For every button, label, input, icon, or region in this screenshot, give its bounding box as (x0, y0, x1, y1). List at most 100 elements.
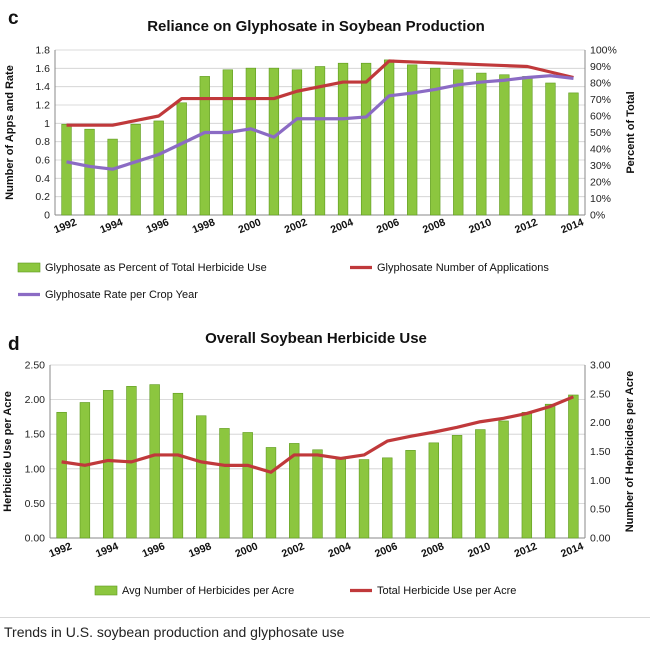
bar (56, 411, 67, 539)
bar (544, 403, 556, 539)
bar (219, 428, 230, 539)
bar (79, 402, 91, 539)
y2-tick-label: 2.50 (590, 388, 611, 400)
x-tick-label: 1994 (98, 216, 124, 236)
figure-caption: Trends in U.S. soybean production and gl… (4, 624, 345, 640)
bar (176, 102, 187, 216)
bar (453, 69, 464, 216)
bar (102, 390, 114, 539)
y-tick-label: 1.50 (25, 429, 46, 441)
x-tick-label: 2004 (327, 540, 353, 560)
bar (407, 64, 418, 216)
x-tick-label: 2010 (466, 540, 492, 560)
x-tick-label: 2000 (237, 216, 263, 236)
y-tick-label: 0.8 (35, 136, 50, 148)
y-axis-title: Herbicide Use per Acre (2, 391, 14, 512)
bar (268, 67, 280, 216)
y2-tick-label: 70% (590, 94, 611, 106)
y-tick-label: 1.8 (35, 45, 50, 57)
y-tick-label: 0.2 (35, 191, 50, 203)
legend-label: Total Herbicide Use per Acre (377, 585, 516, 597)
x-tick-label: 2008 (421, 216, 447, 236)
y2-tick-label: 60% (590, 111, 611, 123)
x-tick-label: 2000 (234, 540, 260, 560)
bar (289, 443, 300, 539)
panel-letter: d (8, 334, 20, 355)
series-line (61, 395, 574, 474)
bar (360, 62, 372, 216)
x-tick-label: 2006 (375, 216, 401, 236)
chart-title: Reliance on Glyphosate in Soybean Produc… (147, 18, 485, 35)
y2-axis-title: Percent of Total (625, 91, 637, 173)
y2-tick-label: 1.50 (590, 446, 611, 458)
bar (568, 92, 579, 216)
bar (476, 72, 487, 216)
caption-divider (0, 617, 650, 618)
chart-title: Overall Soybean Herbicide Use (205, 330, 427, 347)
x-tick-label: 2012 (513, 540, 539, 560)
x-tick-label: 2004 (329, 216, 355, 236)
y2-tick-label: 0% (590, 210, 605, 222)
y2-tick-label: 30% (590, 160, 611, 172)
bar (521, 411, 533, 539)
bar (312, 449, 323, 539)
x-tick-label: 2008 (420, 540, 446, 560)
y-tick-label: 0 (44, 210, 50, 222)
panel-letter: c (8, 8, 19, 29)
y2-tick-label: 0.00 (590, 533, 611, 545)
bar (242, 432, 253, 539)
bar (196, 415, 207, 539)
legend-label: Glyphosate as Percent of Total Herbicide… (45, 262, 267, 274)
x-tick-label: 2010 (467, 216, 493, 236)
legend-label: Avg Number of Herbicides per Acre (122, 585, 294, 597)
y-tick-label: 0.4 (35, 173, 50, 185)
y2-axis-title: Number of Herbicides per Acre (624, 371, 636, 533)
x-tick-label: 1992 (52, 216, 78, 236)
x-tick-label: 1994 (94, 540, 120, 560)
bar (199, 76, 210, 216)
x-tick-label: 1996 (144, 216, 170, 236)
bar (358, 459, 370, 539)
bar (545, 82, 556, 216)
bar (153, 120, 164, 216)
bar (84, 128, 95, 216)
legend-label: Glyphosate Number of Applications (377, 262, 549, 274)
legend-label: Glyphosate Rate per Crop Year (45, 289, 198, 301)
y2-tick-label: 1.00 (590, 475, 611, 487)
y2-tick-label: 0.50 (590, 504, 611, 516)
y2-tick-label: 90% (590, 61, 611, 73)
bar (499, 74, 510, 216)
bar (149, 384, 160, 539)
x-tick-label: 2014 (559, 540, 585, 560)
x-tick-label: 2012 (513, 216, 539, 236)
bar (428, 442, 439, 539)
chart-panel-c: c Reliance on Glyphosate in Soybean Produ… (4, 8, 637, 301)
y-tick-label: 1.6 (35, 63, 50, 75)
x-tick-label: 2006 (373, 540, 399, 560)
bar (382, 457, 393, 539)
y-tick-label: 0.50 (25, 498, 46, 510)
y2-tick-label: 3.00 (590, 360, 611, 372)
bar (405, 450, 416, 539)
bar (568, 394, 579, 539)
x-tick-label: 1998 (187, 540, 213, 560)
y2-tick-label: 80% (590, 78, 611, 90)
bar (314, 66, 326, 216)
bar (291, 69, 303, 216)
bar (222, 69, 233, 216)
y2-tick-label: 40% (590, 144, 611, 156)
y2-tick-label: 2.00 (590, 417, 611, 429)
bar (522, 76, 533, 216)
y-tick-label: 0.00 (25, 533, 46, 545)
bar (475, 429, 486, 539)
y2-tick-label: 50% (590, 127, 611, 139)
y-tick-label: 1.4 (35, 81, 50, 93)
legend-swatch (17, 262, 41, 273)
y-tick-label: 1.2 (35, 100, 50, 112)
bar (265, 447, 277, 539)
y-tick-label: 1.00 (25, 463, 46, 475)
bar (335, 458, 346, 539)
bar (61, 123, 72, 216)
x-tick-label: 2002 (280, 540, 306, 560)
bar (430, 67, 441, 216)
